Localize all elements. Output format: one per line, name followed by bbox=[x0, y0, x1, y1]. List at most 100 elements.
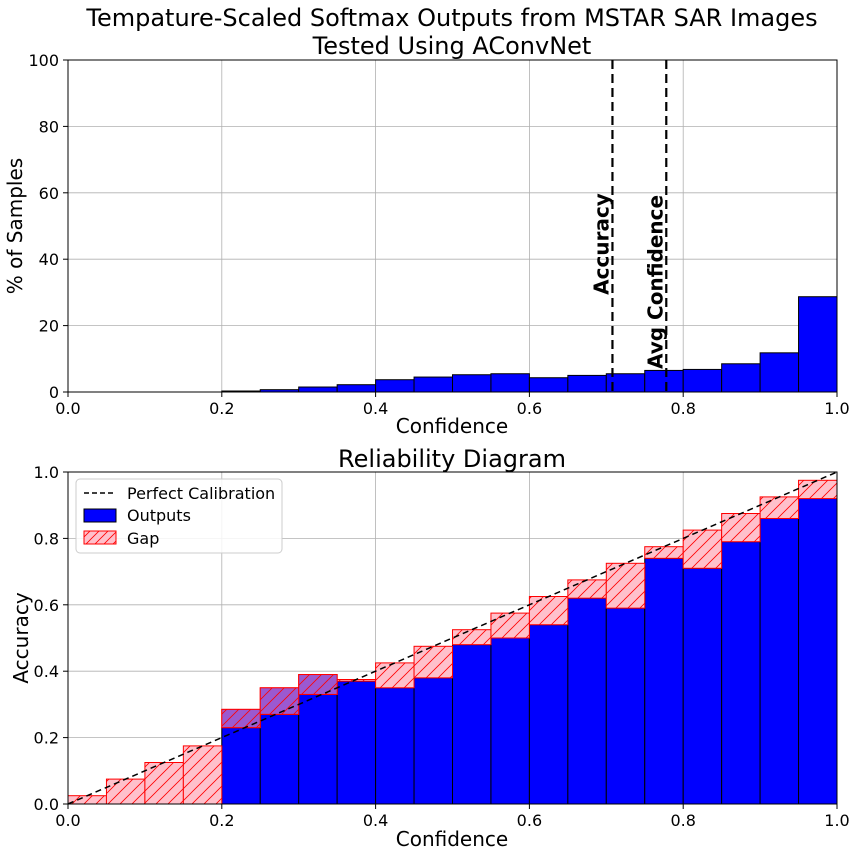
reliability-output-bars bbox=[221, 498, 838, 805]
reliability-y-tick-label: 0.8 bbox=[34, 529, 59, 548]
reliability-x-tick-label: 0.8 bbox=[670, 811, 695, 830]
histogram-bar bbox=[528, 377, 569, 393]
gap-bar bbox=[182, 745, 223, 805]
legend-box bbox=[75, 478, 283, 554]
histogram-bar bbox=[375, 379, 415, 393]
gap-bar bbox=[413, 645, 453, 679]
reliability-title: Reliability Diagram bbox=[338, 445, 566, 473]
histogram-x-tick-label: 0.0 bbox=[55, 399, 80, 418]
histogram-bar bbox=[682, 368, 723, 393]
reliability-x-tick-label: 0.6 bbox=[517, 811, 542, 830]
output-bar bbox=[528, 624, 569, 805]
histogram-bar bbox=[490, 373, 530, 393]
histogram-bar bbox=[721, 363, 761, 393]
output-bar bbox=[259, 713, 300, 805]
gap-overlap-bar bbox=[221, 708, 261, 729]
legend-outputs-label: Outputs bbox=[127, 506, 191, 525]
output-bar bbox=[798, 498, 838, 805]
reliability-x-axis-label: Confidence bbox=[396, 827, 508, 851]
gap-bar bbox=[798, 479, 838, 500]
output-bar bbox=[721, 541, 761, 805]
histogram-x-axis-label: Confidence bbox=[396, 414, 508, 438]
gap-bar bbox=[452, 629, 492, 646]
output-bar bbox=[221, 727, 261, 805]
gap-bar bbox=[605, 562, 646, 609]
histogram-bar bbox=[644, 369, 684, 393]
gap-bar bbox=[67, 795, 107, 805]
histogram-title-line1: Tempature-Scaled Softmax Outputs from MS… bbox=[85, 4, 817, 32]
gap-overlap-bar bbox=[298, 674, 338, 695]
histogram-bar bbox=[336, 384, 377, 393]
histogram-bar bbox=[567, 374, 607, 393]
histogram-reference-lines: Accuracy Avg Confidence bbox=[589, 60, 668, 392]
gap-overlap-bar bbox=[259, 687, 300, 715]
gap-bar bbox=[567, 579, 607, 599]
histogram-plot-frame bbox=[67, 59, 838, 393]
histogram-chart: Tempature-Scaled Softmax Outputs from MS… bbox=[3, 4, 850, 438]
histogram-bar bbox=[452, 374, 492, 393]
histogram-y-tick-label: 0 bbox=[49, 383, 59, 402]
histogram-y-tick-label: 60 bbox=[39, 184, 59, 203]
histogram-y-tick-label: 20 bbox=[39, 317, 59, 336]
output-bar bbox=[336, 680, 377, 805]
reliability-x-tick-label: 0.0 bbox=[55, 811, 80, 830]
legend-gap-swatch-hatch bbox=[83, 530, 117, 545]
output-bar bbox=[682, 567, 723, 805]
histogram-x-ticks: 0.0 0.2 0.4 0.6 0.8 1.0 bbox=[55, 392, 850, 418]
avg-confidence-line-label: Avg Confidence bbox=[643, 195, 667, 369]
reliability-chart: Reliability Diagram 0.0 0.2 0.4 0.6 0.8 1.0 0… bbox=[9, 445, 850, 851]
histogram-bar bbox=[298, 386, 338, 393]
reliability-x-tick-label: 0.4 bbox=[363, 811, 388, 830]
output-bar bbox=[452, 644, 492, 805]
reliability-y-tick-label: 0.6 bbox=[34, 596, 59, 615]
histogram-x-tick-label: 0.4 bbox=[363, 399, 388, 418]
gap-bar bbox=[528, 596, 569, 626]
reliability-y-tick-label: 0.0 bbox=[34, 795, 59, 814]
reliability-x-ticks: 0.0 0.2 0.4 0.6 0.8 1.0 bbox=[55, 804, 850, 830]
reliability-y-tick-label: 0.2 bbox=[34, 729, 59, 748]
output-bar bbox=[413, 677, 453, 805]
output-bar bbox=[298, 693, 338, 805]
output-bar bbox=[759, 517, 800, 805]
histogram-bar bbox=[413, 376, 453, 393]
histogram-y-ticks: 0 20 40 60 80 100 bbox=[28, 51, 68, 402]
reliability-y-tick-label: 1.0 bbox=[34, 463, 59, 482]
histogram-x-tick-label: 0.6 bbox=[517, 399, 542, 418]
histogram-y-tick-label: 100 bbox=[28, 51, 59, 70]
gap-bar bbox=[721, 513, 761, 543]
reliability-y-tick-label: 0.4 bbox=[34, 662, 59, 681]
reliability-plot-frame bbox=[67, 471, 838, 805]
histogram-x-tick-label: 0.8 bbox=[670, 399, 695, 418]
output-bar bbox=[490, 637, 530, 805]
reliability-y-axis-label: Accuracy bbox=[9, 592, 33, 683]
histogram-x-tick-label: 1.0 bbox=[824, 399, 849, 418]
histogram-bar bbox=[798, 296, 838, 393]
legend-perfect-calibration-label: Perfect Calibration bbox=[127, 484, 275, 503]
reliability-x-tick-label: 0.2 bbox=[209, 811, 234, 830]
accuracy-line-label: Accuracy bbox=[589, 193, 613, 295]
output-bar bbox=[644, 557, 684, 805]
histogram-grid bbox=[67, 59, 838, 393]
histogram-bar bbox=[759, 352, 800, 393]
output-bar bbox=[375, 687, 415, 805]
output-bar bbox=[567, 597, 607, 805]
gap-bar bbox=[375, 662, 415, 689]
legend-gap-label: Gap bbox=[127, 529, 159, 548]
gap-bar bbox=[759, 496, 800, 519]
histogram-x-tick-label: 0.2 bbox=[209, 399, 234, 418]
histogram-y-axis-label: % of Samples bbox=[3, 158, 27, 294]
legend-outputs-swatch bbox=[83, 508, 117, 523]
gap-bar bbox=[682, 529, 723, 569]
reliability-y-ticks: 0.0 0.2 0.4 0.6 0.8 1.0 bbox=[34, 463, 68, 814]
output-bar bbox=[605, 607, 646, 805]
histogram-title-line2: Tested Using AConvNet bbox=[312, 32, 592, 60]
reliability-x-tick-label: 1.0 bbox=[824, 811, 849, 830]
gap-bar bbox=[490, 612, 530, 639]
histogram-y-tick-label: 40 bbox=[39, 250, 59, 269]
reliability-gap-bars bbox=[67, 479, 838, 805]
histogram-y-tick-label: 80 bbox=[39, 117, 59, 136]
gap-bar bbox=[144, 762, 184, 805]
legend: Perfect Calibration Outputs Gap bbox=[75, 478, 283, 554]
gap-bar bbox=[105, 778, 146, 805]
